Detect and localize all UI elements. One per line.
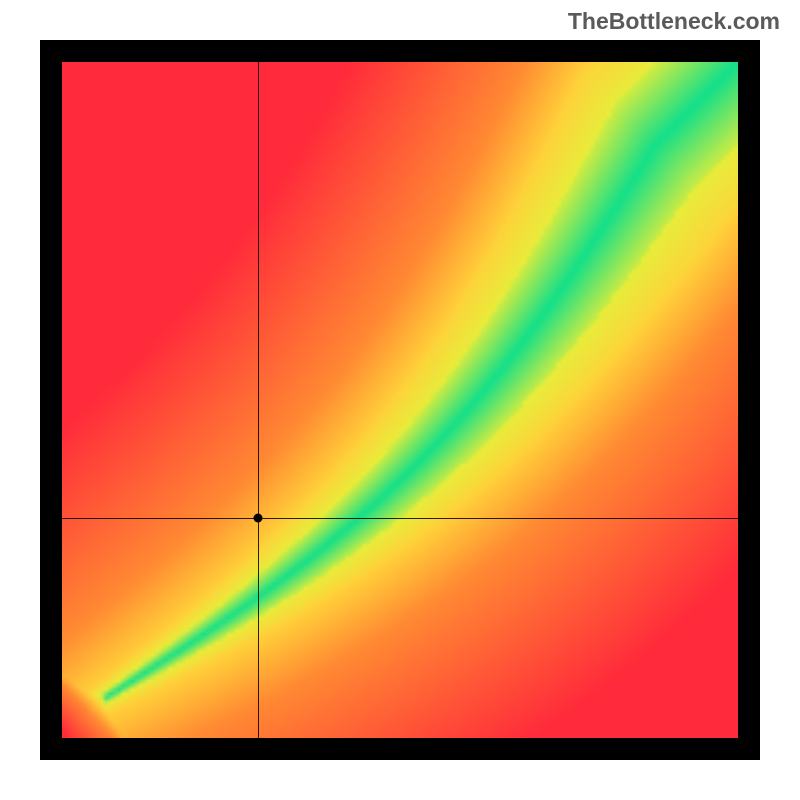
watermark-text: TheBottleneck.com: [568, 8, 780, 35]
marker-dot: [254, 514, 263, 523]
crosshair-horizontal: [62, 518, 738, 519]
chart-frame: [40, 40, 760, 760]
heatmap-canvas: [62, 62, 738, 738]
chart-container: TheBottleneck.com: [0, 0, 800, 800]
crosshair-vertical: [258, 62, 259, 738]
plot-area: [62, 62, 738, 738]
